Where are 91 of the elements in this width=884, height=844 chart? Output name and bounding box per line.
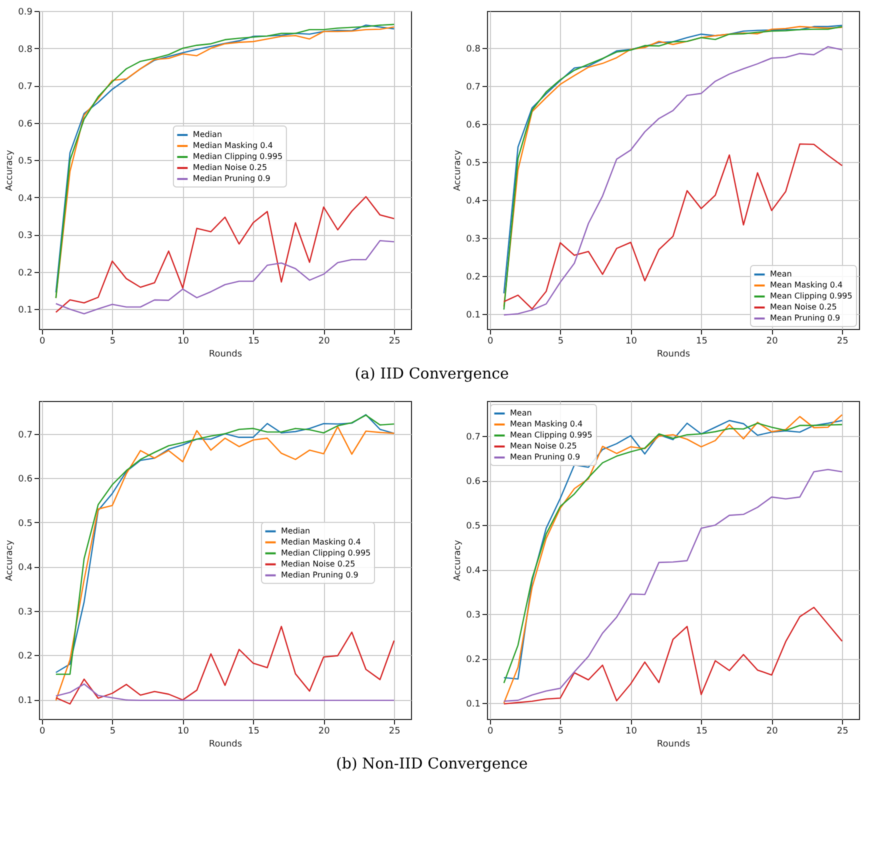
legend-label: Median [192,130,222,139]
line-series [503,606,843,705]
y-tick-label: 0.5 [18,518,32,529]
x-tick-label: 0 [39,726,46,736]
y-tick-label: 0.5 [466,158,480,169]
x-tick-label: 25 [836,726,848,736]
y-axis-title: Accuracy [453,149,464,192]
y-tick-label: 0.7 [466,432,480,443]
x-tick-label: 20 [766,726,778,736]
x-tick-label: 15 [248,726,260,736]
y-tick-label: 0.2 [18,652,32,662]
y-axis-title: Accuracy [453,539,464,582]
x-tick-label: 5 [110,336,116,346]
legend-label: Mean [510,408,532,418]
x-tick-label: 15 [696,336,708,346]
line-series [55,626,395,705]
y-tick-label: 0.2 [18,268,32,278]
y-tick-label: 0.8 [18,44,33,55]
legend-label: Median Pruning 0.9 [192,174,270,183]
legend-label: Mean Masking 0.4 [770,280,843,290]
y-tick-label: 0.4 [18,563,33,574]
y-tick-label: 0.3 [466,234,480,245]
y-tick-label: 0.4 [466,196,481,207]
x-tick-label: 20 [766,336,778,346]
y-tick-label: 0.4 [18,194,33,204]
y-axis-title: Accuracy [5,539,16,582]
x-axis-title: Rounds [208,350,242,360]
y-tick-label: 0.2 [466,655,480,666]
y-tick-label: 0.2 [466,272,480,283]
y-tick-label: 0.1 [18,306,32,316]
x-tick-label: 0 [39,336,46,346]
x-tick-label: 10 [178,336,190,346]
y-tick-label: 0.4 [466,566,481,576]
x-tick-label: 15 [696,726,708,736]
y-tick-label: 0.7 [18,82,32,92]
legend-label: Mean Clipping 0.995 [510,430,592,440]
legend-label: Median Noise 0.25 [192,162,268,172]
legend-label: Median Masking 0.4 [281,537,361,546]
line-series [55,240,395,314]
y-tick-label: 0.6 [466,477,481,488]
legend-label: Mean Masking 0.4 [510,420,583,428]
legend-label: Median [281,526,310,536]
y-tick-label: 0.6 [18,474,33,485]
x-axis-title: Rounds [208,740,242,750]
x-axis-title: Rounds [656,350,690,360]
x-tick-label: 20 [318,726,330,736]
x-tick-label: 25 [836,336,848,346]
y-tick-label: 0.9 [18,8,33,18]
legend-label: Mean Pruning 0.9 [770,314,840,322]
y-tick-label: 0.6 [18,119,33,130]
legend-label: Mean Pruning 0.9 [510,452,580,462]
legend-label: Mean Noise 0.25 [770,302,837,312]
y-tick-label: 0.1 [18,696,32,706]
x-tick-label: 0 [487,336,494,346]
y-tick-label: 0.3 [18,231,32,242]
x-tick-label: 25 [388,726,400,736]
y-tick-label: 0.7 [18,430,32,440]
legend-label: Median Masking 0.4 [192,140,273,150]
y-tick-label: 0.3 [18,607,32,618]
x-tick-label: 0 [487,726,494,736]
y-tick-label: 0.7 [466,82,480,93]
line-series [503,468,843,702]
y-tick-label: 0.5 [18,156,32,167]
x-tick-label: 5 [558,336,564,346]
y-tick-label: 0.6 [466,120,481,131]
legend-label: Mean Noise 0.25 [510,442,577,450]
y-tick-label: 0.1 [466,699,480,710]
legend-label: Median Noise 0.25 [281,559,356,568]
y-tick-label: 0.1 [466,310,480,321]
x-tick-label: 5 [110,726,116,736]
line-series [55,683,395,702]
x-tick-label: 10 [626,726,638,736]
line-series [55,196,395,313]
x-tick-label: 15 [248,336,260,346]
y-axis-title: Accuracy [5,149,16,192]
x-tick-label: 5 [558,726,564,736]
x-tick-label: 10 [626,336,638,346]
x-tick-label: 25 [388,336,400,346]
legend-label: Median Pruning 0.9 [281,570,358,580]
legend-label: Median Clipping 0.995 [281,548,371,558]
y-tick-label: 0.8 [466,44,481,55]
y-tick-label: 0.3 [466,610,480,621]
text: (b) Non-IID Convergence [336,754,528,772]
legend-label: Mean [770,270,792,278]
x-axis-title: Rounds [656,740,690,750]
y-tick-label: 0.5 [466,522,480,532]
x-tick-label: 10 [178,726,190,736]
legend-label: Median Clipping 0.995 [192,152,283,161]
x-tick-label: 20 [318,336,330,346]
legend-label: Mean Clipping 0.995 [770,292,852,300]
text: (a) IID Convergence [354,364,510,382]
